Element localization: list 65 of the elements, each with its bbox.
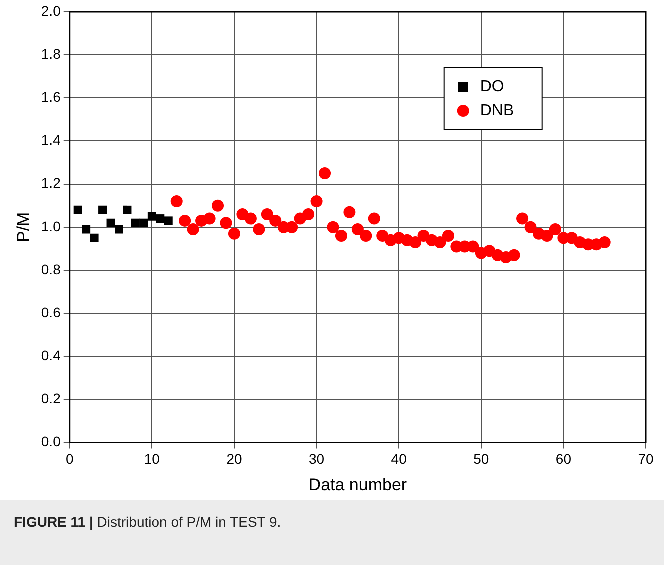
point xyxy=(90,234,99,242)
point xyxy=(148,212,156,221)
point xyxy=(98,206,108,214)
x-tick-label: 10 xyxy=(144,451,160,468)
x-tick-label: 60 xyxy=(556,451,572,468)
point xyxy=(508,249,520,262)
point xyxy=(360,230,372,242)
y-tick-label: 0.8 xyxy=(41,261,62,278)
legend-label: DNB xyxy=(480,102,514,120)
y-tick-label: 0.4 xyxy=(41,348,62,364)
x-tick-label: 40 xyxy=(391,451,408,468)
x-tick-label: 70 xyxy=(638,451,654,468)
point xyxy=(261,208,274,220)
y-tick-label: 1.8 xyxy=(41,46,62,62)
y-tick-label: 0.2 xyxy=(41,390,62,407)
point xyxy=(302,208,315,220)
y-tick-label: 0.6 xyxy=(41,304,62,320)
point xyxy=(140,218,148,228)
point xyxy=(131,218,140,228)
point xyxy=(335,230,348,242)
y-tick-label: 1.2 xyxy=(41,175,62,192)
point xyxy=(212,200,224,212)
point xyxy=(327,221,340,234)
point xyxy=(344,206,356,218)
point xyxy=(319,168,332,180)
point xyxy=(442,230,454,242)
point xyxy=(253,224,266,236)
point xyxy=(541,230,554,242)
x-tick-label: 0 xyxy=(66,451,74,468)
y-tick-label: 1.0 xyxy=(41,218,62,234)
y-tick-label: 0.0 xyxy=(41,434,62,450)
point xyxy=(204,212,216,225)
point xyxy=(220,217,232,230)
point xyxy=(516,212,529,225)
point xyxy=(187,224,200,236)
x-tick-label: 20 xyxy=(226,451,242,468)
point xyxy=(352,224,364,236)
x-axis-title: Data number xyxy=(308,475,408,494)
x-tick-label: 30 xyxy=(308,451,325,468)
point xyxy=(74,206,82,214)
point xyxy=(106,218,116,228)
point xyxy=(115,225,124,234)
y-tick-label: 1.6 xyxy=(41,89,62,106)
point xyxy=(410,236,422,248)
y-tick-label: 2.0 xyxy=(41,2,62,19)
point xyxy=(82,225,91,234)
y-axis-title: P/M xyxy=(14,212,33,243)
point xyxy=(368,212,380,225)
point xyxy=(434,236,446,248)
point xyxy=(524,221,537,234)
point xyxy=(244,212,257,225)
point xyxy=(123,206,132,214)
point xyxy=(270,214,282,227)
point xyxy=(598,236,611,248)
point xyxy=(228,228,240,240)
point xyxy=(179,214,192,227)
point xyxy=(170,196,183,208)
point xyxy=(164,216,173,226)
y-tick-label: 1.4 xyxy=(41,132,62,148)
x-tick-label: 50 xyxy=(474,451,490,468)
point xyxy=(156,214,165,224)
caption: FIGURE 11 | Distribution of P/M in TEST 9. xyxy=(14,514,282,530)
point xyxy=(310,196,323,208)
point xyxy=(549,224,562,236)
legend-label: DO xyxy=(480,78,504,96)
